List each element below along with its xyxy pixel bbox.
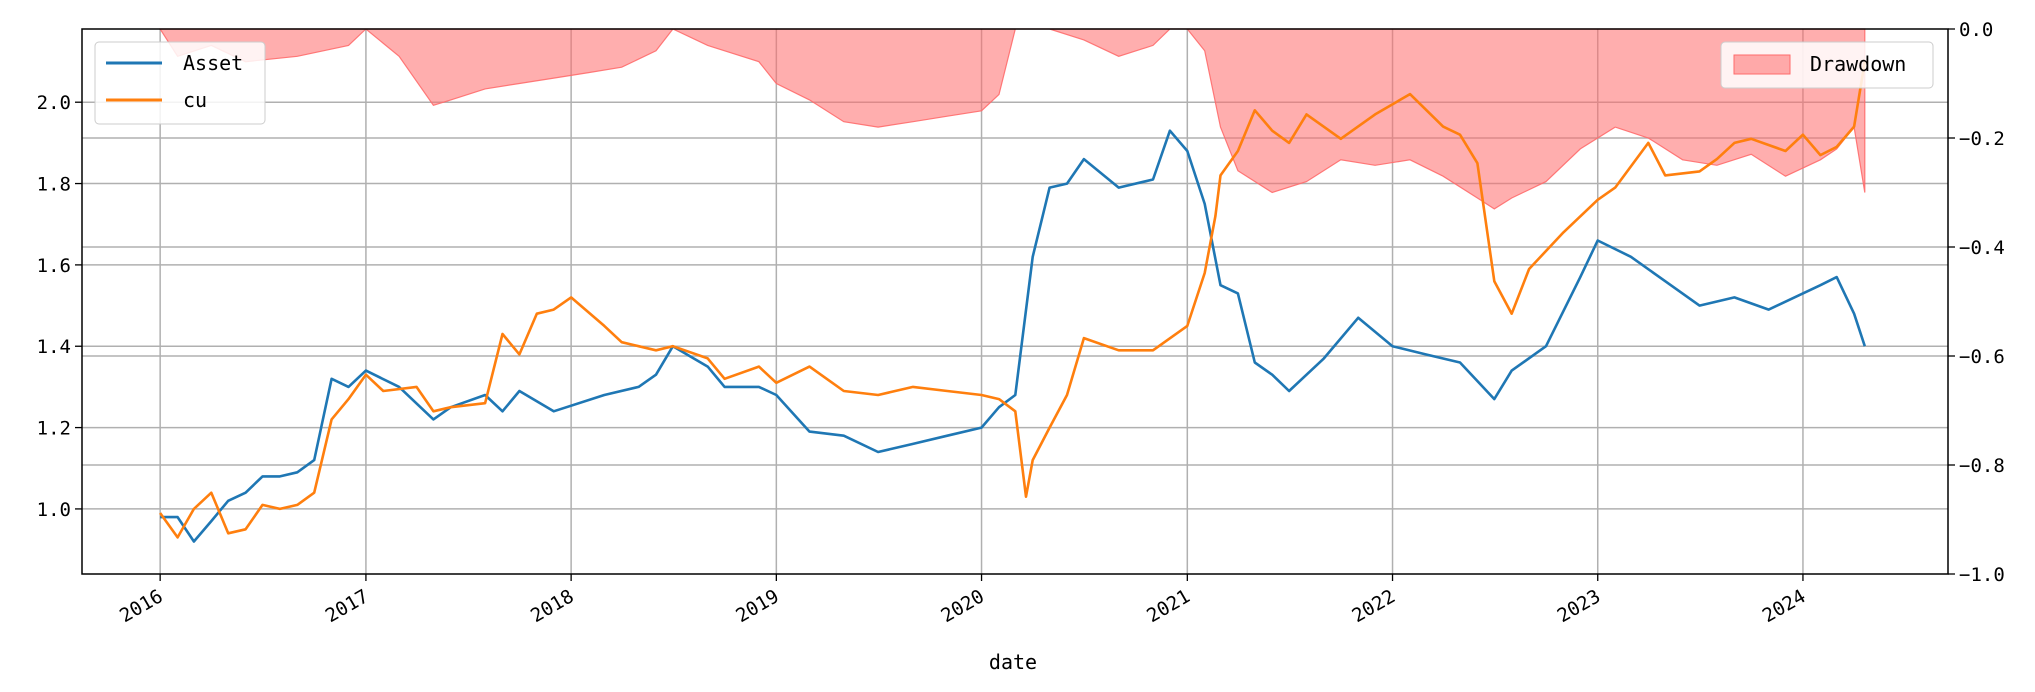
y-left-tick-label: 1.6 xyxy=(37,255,71,277)
legend-drawdown-swatch xyxy=(1733,54,1791,75)
x-tick-label: 2021 xyxy=(1143,585,1194,627)
legend-right-box xyxy=(1720,41,1934,89)
legend-left: Asset cu xyxy=(94,41,266,125)
y-left-tick-label: 1.0 xyxy=(37,499,71,521)
y-right-tick-label: −0.2 xyxy=(1959,128,2005,150)
right-y-axis: −1.0 −0.8 −0.6 −0.4 −0.2 0.0 xyxy=(1948,19,2005,586)
x-tick-label: 2019 xyxy=(732,585,783,627)
legend-cu-label: cu xyxy=(183,88,207,112)
x-axis-title: date xyxy=(989,650,1037,674)
y-right-tick-label: −1.0 xyxy=(1959,564,2005,586)
y-right-tick-label: −0.8 xyxy=(1959,455,2005,477)
legend-right: Drawdown xyxy=(1720,41,1934,89)
x-tick-label: 2024 xyxy=(1759,585,1810,627)
x-tick-label: 2017 xyxy=(322,585,373,627)
x-axis: 2016 2017 2018 2019 2020 2021 2022 2023 2024 xyxy=(116,574,1809,627)
y-left-tick-label: 2.0 xyxy=(37,92,71,114)
plot-frame xyxy=(81,28,1949,575)
y-left-tick-label: 1.2 xyxy=(37,418,71,440)
y-right-tick-label: 0.0 xyxy=(1959,19,1993,41)
legend-asset-label: Asset xyxy=(183,51,243,75)
y-left-tick-label: 1.8 xyxy=(37,174,71,196)
legend-drawdown-label: Drawdown xyxy=(1810,52,1906,76)
x-tick-label: 2016 xyxy=(116,585,167,627)
x-tick-label: 2020 xyxy=(937,585,988,627)
drawdown-area-path xyxy=(159,28,1866,210)
series-lines xyxy=(159,61,1867,543)
gridlines xyxy=(82,29,1948,574)
cu-line xyxy=(159,61,1867,539)
drawdown-area xyxy=(159,28,1866,210)
left-y-axis: 1.0 1.2 1.4 1.6 1.8 2.0 xyxy=(37,92,82,521)
y-left-tick-label: 1.4 xyxy=(37,336,71,358)
asset-line xyxy=(160,129,1867,543)
y-right-tick-label: −0.6 xyxy=(1959,346,2005,368)
y-right-tick-label: −0.4 xyxy=(1959,237,2005,259)
x-tick-label: 2018 xyxy=(527,585,578,627)
x-tick-label: 2023 xyxy=(1554,585,1605,627)
x-tick-label: 2022 xyxy=(1348,585,1399,627)
